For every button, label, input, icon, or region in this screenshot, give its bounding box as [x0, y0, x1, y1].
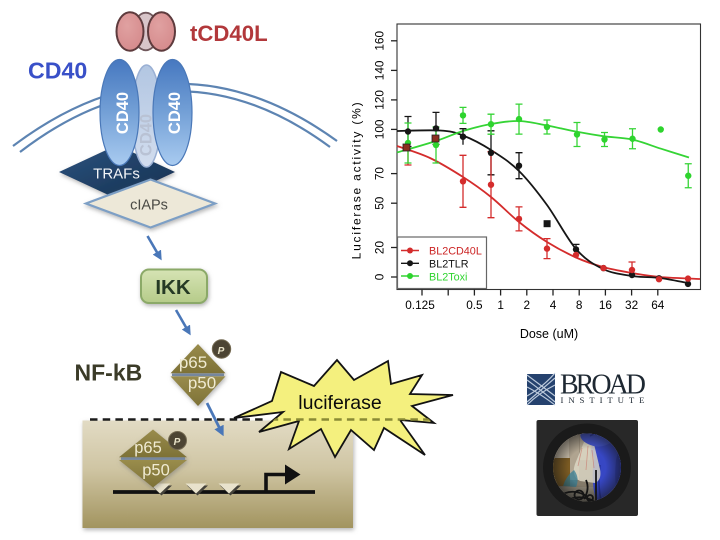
svg-text:0: 0 — [373, 273, 387, 280]
svg-text:p50: p50 — [142, 462, 170, 480]
svg-text:1: 1 — [497, 298, 504, 312]
svg-text:cIAPs: cIAPs — [130, 198, 168, 214]
svg-text:IKK: IKK — [155, 276, 191, 299]
svg-text:TRAFs: TRAFs — [93, 166, 140, 183]
svg-text:32: 32 — [625, 298, 638, 312]
svg-text:64: 64 — [651, 298, 665, 312]
svg-text:BL2CD40L: BL2CD40L — [429, 246, 482, 258]
svg-text:CD40: CD40 — [138, 114, 156, 156]
svg-text:BL2TLR: BL2TLR — [429, 259, 469, 271]
svg-text:0.5: 0.5 — [466, 298, 483, 312]
svg-text:P: P — [174, 437, 181, 448]
svg-text:p65: p65 — [134, 439, 162, 457]
svg-text:p50: p50 — [188, 374, 216, 393]
svg-text:2: 2 — [524, 298, 531, 312]
svg-text:BROAD: BROAD — [560, 370, 646, 401]
svg-text:0.125: 0.125 — [405, 298, 435, 312]
svg-text:CD40: CD40 — [114, 92, 132, 134]
svg-text:70: 70 — [373, 167, 387, 181]
svg-text:8: 8 — [576, 298, 583, 312]
svg-text:CD40: CD40 — [166, 92, 184, 134]
svg-text:p65: p65 — [179, 353, 207, 372]
svg-text:50: 50 — [373, 196, 387, 210]
svg-text:BL2Toxi: BL2Toxi — [429, 271, 467, 283]
svg-text:INSTITUTE: INSTITUTE — [561, 395, 645, 405]
svg-text:120: 120 — [373, 90, 387, 110]
svg-text:Luciferase activity (%): Luciferase activity (%) — [350, 101, 364, 260]
svg-text:CD40: CD40 — [28, 58, 87, 84]
svg-text:Dose (uM): Dose (uM) — [520, 327, 578, 341]
svg-text:16: 16 — [599, 298, 613, 312]
svg-text:NF-kB: NF-kB — [75, 360, 143, 386]
svg-text:luciferase: luciferase — [298, 392, 381, 414]
svg-text:100: 100 — [373, 119, 387, 139]
svg-text:tCD40L: tCD40L — [190, 21, 268, 46]
svg-text:20: 20 — [373, 241, 387, 255]
svg-text:4: 4 — [550, 298, 557, 312]
svg-text:160: 160 — [373, 31, 387, 51]
svg-text:140: 140 — [373, 60, 387, 80]
svg-text:P: P — [218, 346, 225, 357]
